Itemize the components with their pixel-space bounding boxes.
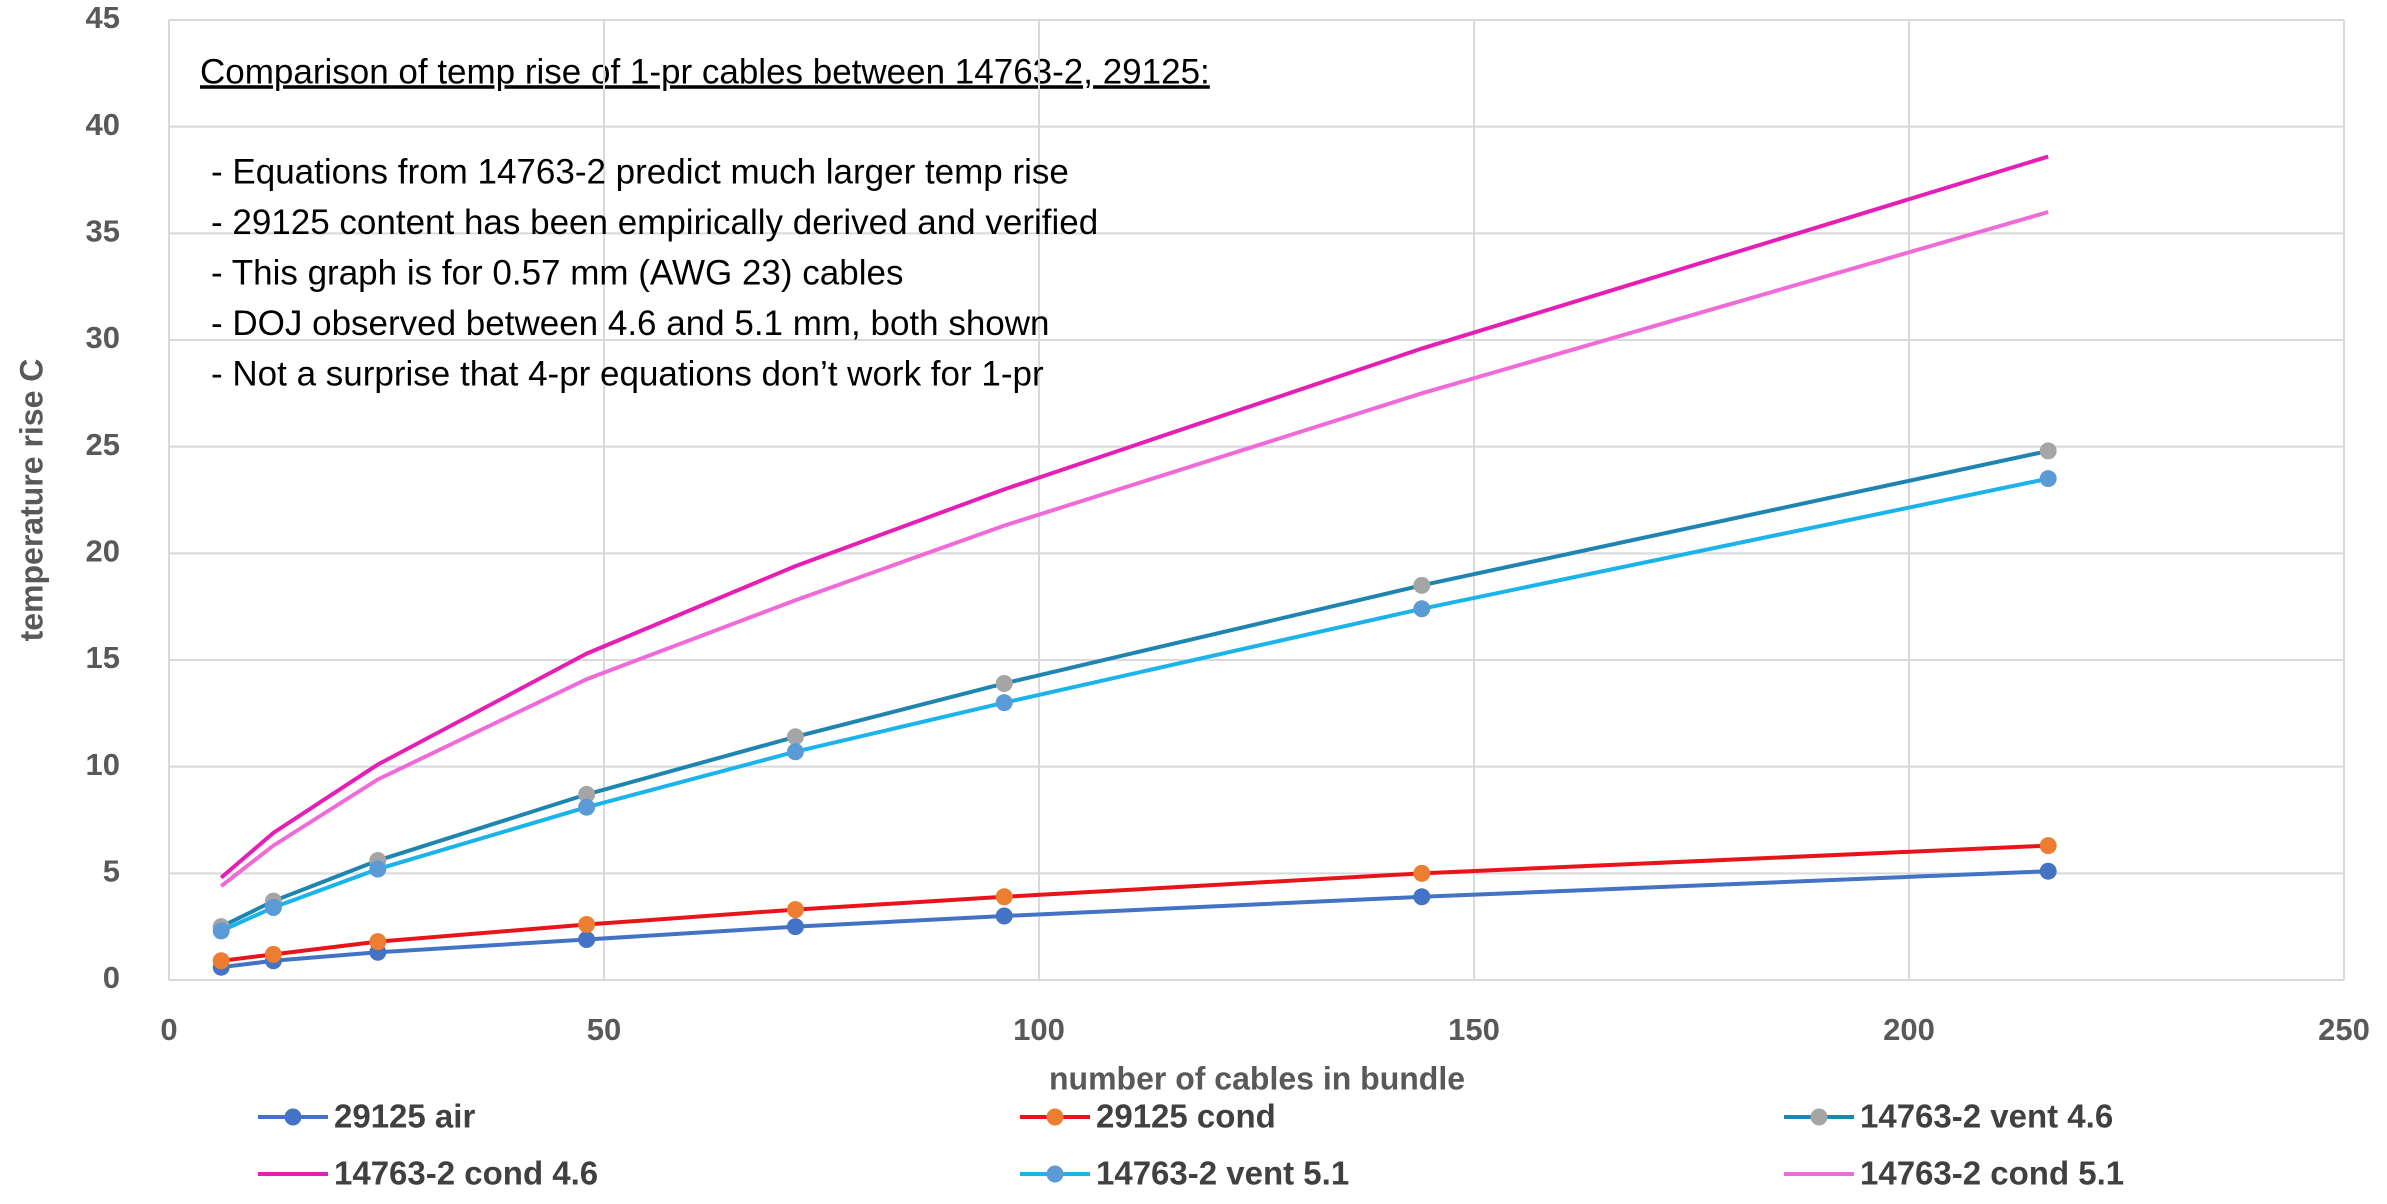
series-line bbox=[219, 210, 2049, 888]
y-tick-label: 35 bbox=[86, 214, 120, 249]
data-point bbox=[786, 901, 804, 919]
data-point bbox=[995, 694, 1013, 712]
y-tick-label: 15 bbox=[86, 640, 120, 675]
data-point bbox=[578, 930, 596, 948]
legend-marker bbox=[1046, 1108, 1064, 1126]
legend-marker bbox=[1046, 1165, 1064, 1183]
data-point bbox=[786, 918, 804, 936]
legend-label: 14763-2 cond 4.6 bbox=[334, 1155, 598, 1192]
data-point bbox=[212, 922, 230, 940]
y-tick-label: 30 bbox=[86, 320, 120, 355]
x-axis-label: number of cables in bundle bbox=[1049, 1060, 1465, 1096]
legend-label: 14763-2 vent 4.6 bbox=[1860, 1098, 2113, 1135]
data-point bbox=[2039, 470, 2057, 488]
data-point bbox=[1413, 600, 1431, 618]
data-point bbox=[369, 860, 387, 878]
data-point bbox=[786, 728, 804, 746]
data-point bbox=[995, 907, 1013, 925]
y-tick-label: 0 bbox=[103, 960, 120, 995]
series-line bbox=[219, 154, 2049, 880]
x-tick-label: 250 bbox=[2318, 1012, 2370, 1047]
annotation: - 29125 content has been empirically der… bbox=[211, 203, 1098, 242]
x-tick-label: 50 bbox=[587, 1012, 621, 1047]
data-point bbox=[369, 933, 387, 951]
y-tick-label: 10 bbox=[86, 747, 120, 782]
data-point bbox=[2039, 862, 2057, 880]
data-point bbox=[264, 945, 282, 963]
series-line bbox=[220, 476, 2049, 933]
legend-marker bbox=[1810, 1108, 1828, 1126]
data-point bbox=[212, 952, 230, 970]
y-axis-label: temperature rise C bbox=[13, 359, 49, 642]
legend-marker bbox=[284, 1108, 302, 1126]
data-point bbox=[995, 674, 1013, 692]
data-point bbox=[786, 743, 804, 761]
legend-label: 14763-2 vent 5.1 bbox=[1096, 1155, 1349, 1192]
annotation: - DOJ observed between 4.6 and 5.1 mm, b… bbox=[211, 304, 1050, 343]
data-point bbox=[1413, 864, 1431, 882]
x-tick-label: 0 bbox=[160, 1012, 177, 1047]
annotation-title: Comparison of temp rise of 1-pr cables b… bbox=[200, 52, 1210, 91]
data-point bbox=[2039, 837, 2057, 855]
y-tick-label: 20 bbox=[86, 534, 120, 569]
data-point bbox=[1413, 888, 1431, 906]
data-point bbox=[578, 785, 596, 803]
series-line bbox=[220, 869, 2049, 970]
y-tick-label: 40 bbox=[86, 107, 120, 142]
y-tick-label: 45 bbox=[86, 0, 120, 35]
x-tick-label: 200 bbox=[1883, 1012, 1935, 1047]
data-point bbox=[264, 898, 282, 916]
legend-label: 29125 cond bbox=[1096, 1098, 1276, 1135]
y-tick-label: 25 bbox=[86, 427, 120, 462]
x-tick-label: 100 bbox=[1013, 1012, 1065, 1047]
data-point bbox=[1413, 576, 1431, 594]
data-point bbox=[995, 888, 1013, 906]
series-line bbox=[220, 843, 2049, 963]
series-line bbox=[220, 448, 2049, 929]
data-point bbox=[2039, 442, 2057, 460]
data-point bbox=[578, 798, 596, 816]
legend-label: 14763-2 cond 5.1 bbox=[1860, 1155, 2124, 1192]
y-tick-label: 5 bbox=[103, 854, 120, 889]
annotation: - This graph is for 0.57 mm (AWG 23) cab… bbox=[211, 253, 903, 292]
annotation: - Equations from 14763-2 predict much la… bbox=[211, 152, 1069, 191]
data-point bbox=[578, 916, 596, 934]
legend-label: 29125 air bbox=[334, 1098, 475, 1135]
x-tick-label: 150 bbox=[1448, 1012, 1500, 1047]
annotation: - Not a surprise that 4-pr equations don… bbox=[211, 354, 1044, 393]
